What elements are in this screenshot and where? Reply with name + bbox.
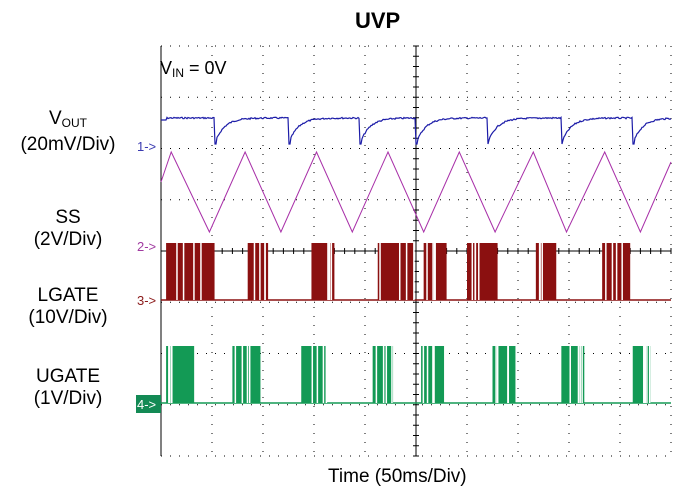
trace-lgate-gap: [327, 243, 329, 300]
trace-ugate-burst: [166, 346, 195, 403]
trace-ugate-gap: [311, 346, 314, 403]
trace-ugate-gap: [325, 346, 328, 403]
trace-ugate-gap: [382, 346, 385, 403]
trace-lgate-gap: [328, 243, 331, 300]
trace-ugate-gap: [496, 346, 499, 403]
trace-lgate-gap: [259, 243, 261, 300]
trace-ugate-burst: [232, 346, 261, 403]
trace-ugate-gap: [246, 346, 249, 403]
trace-lgate-gap: [200, 243, 202, 300]
trace-ugate-gap: [581, 346, 583, 403]
trace-lgate-gap: [471, 243, 474, 300]
channel-3-marker: 3->: [137, 293, 156, 308]
trace-lgate-gap: [621, 243, 623, 300]
trace-ugate-gap: [646, 346, 648, 403]
trace-lgate-gap: [330, 243, 333, 300]
trace-lgate-gap: [605, 243, 607, 300]
trace-ugate-gap: [248, 346, 251, 403]
trace-lgate-burst: [377, 243, 414, 300]
trace-lgate-gap: [426, 243, 428, 300]
trace-ugate-gap: [579, 346, 581, 403]
trace-lgate-gap: [182, 243, 185, 300]
trace-lgate-gap: [405, 243, 408, 300]
grid: [160, 45, 672, 457]
trace-lgate-gap: [432, 243, 434, 300]
trace-lgate-gap: [413, 243, 415, 300]
trace-lgate-gap: [541, 243, 543, 300]
trace-ugate-gap: [322, 346, 325, 403]
trace-ugate-gap: [643, 346, 645, 403]
trace-lgate-gap: [264, 243, 266, 300]
channel-2-marker: 2->: [137, 239, 156, 254]
trace-ugate-gap: [432, 346, 434, 403]
trace-lgate-gap: [379, 243, 381, 300]
trace-lgate-gap: [193, 243, 195, 300]
channel-markers: 1-> 2-> 3-> 4->: [136, 139, 161, 413]
trace-lgate-burst: [535, 243, 557, 300]
lgate-label: LGATE (10V/Div): [28, 285, 108, 328]
x-axis-label: Time (50ms/Div): [328, 466, 467, 487]
trace-ugate-gap: [569, 346, 571, 403]
trace-ugate-burst: [301, 346, 327, 403]
trace-vout: [161, 116, 672, 145]
trace-lgate-gap: [611, 243, 614, 300]
traces: [160, 116, 672, 404]
trace-ss: [160, 150, 672, 234]
vin-annotation: VIN = 0V: [160, 58, 227, 80]
trace-ugate-burst: [632, 346, 651, 403]
trace-ugate-gap: [422, 346, 425, 403]
trace-lgate-burst: [247, 243, 269, 300]
trace-lgate-gap: [433, 243, 436, 300]
ss-label: SS (2V/Div): [33, 207, 103, 250]
trace-ugate-gap: [316, 346, 319, 403]
trace-lgate-burst: [166, 243, 215, 300]
channel-4-marker: 4->: [137, 397, 156, 412]
trace-ugate-gap: [170, 346, 173, 403]
trace-lgate-gap: [474, 243, 476, 300]
trace-lgate-gap: [615, 243, 618, 300]
ugate-label: UGATE (1V/Div): [33, 366, 103, 409]
trace-ugate-gap: [495, 346, 497, 403]
trace-lgate-gap: [253, 243, 256, 300]
trace-ugate-gap: [391, 346, 393, 403]
vout-label: VOUT (20mV/Div): [20, 108, 116, 155]
trace-ugate-burst: [372, 346, 394, 403]
trace-lgate-gap: [398, 243, 401, 300]
trace-lgate-gap: [478, 243, 480, 300]
trace-lgate-gap: [539, 243, 541, 300]
trace-ugate-gap: [433, 346, 435, 403]
trace-ugate-gap: [385, 346, 388, 403]
trace-ugate-gap: [426, 346, 429, 403]
channel-4-marker-bg: [136, 395, 161, 413]
trace-ugate-gap: [375, 346, 378, 403]
trace-ugate-gap: [577, 346, 580, 403]
trace-ugate-gap: [234, 346, 237, 403]
trace-ugate-gap: [507, 346, 510, 403]
trace-ugate-gap: [644, 346, 646, 403]
trace-lgate-gap: [176, 243, 178, 300]
trace-ugate-gap: [648, 346, 651, 403]
trace-ugate-gap: [241, 346, 244, 403]
channel-1-marker: 1->: [137, 139, 156, 154]
chart-title: UVP: [355, 8, 401, 33]
trace-ugate-gap: [168, 346, 171, 403]
